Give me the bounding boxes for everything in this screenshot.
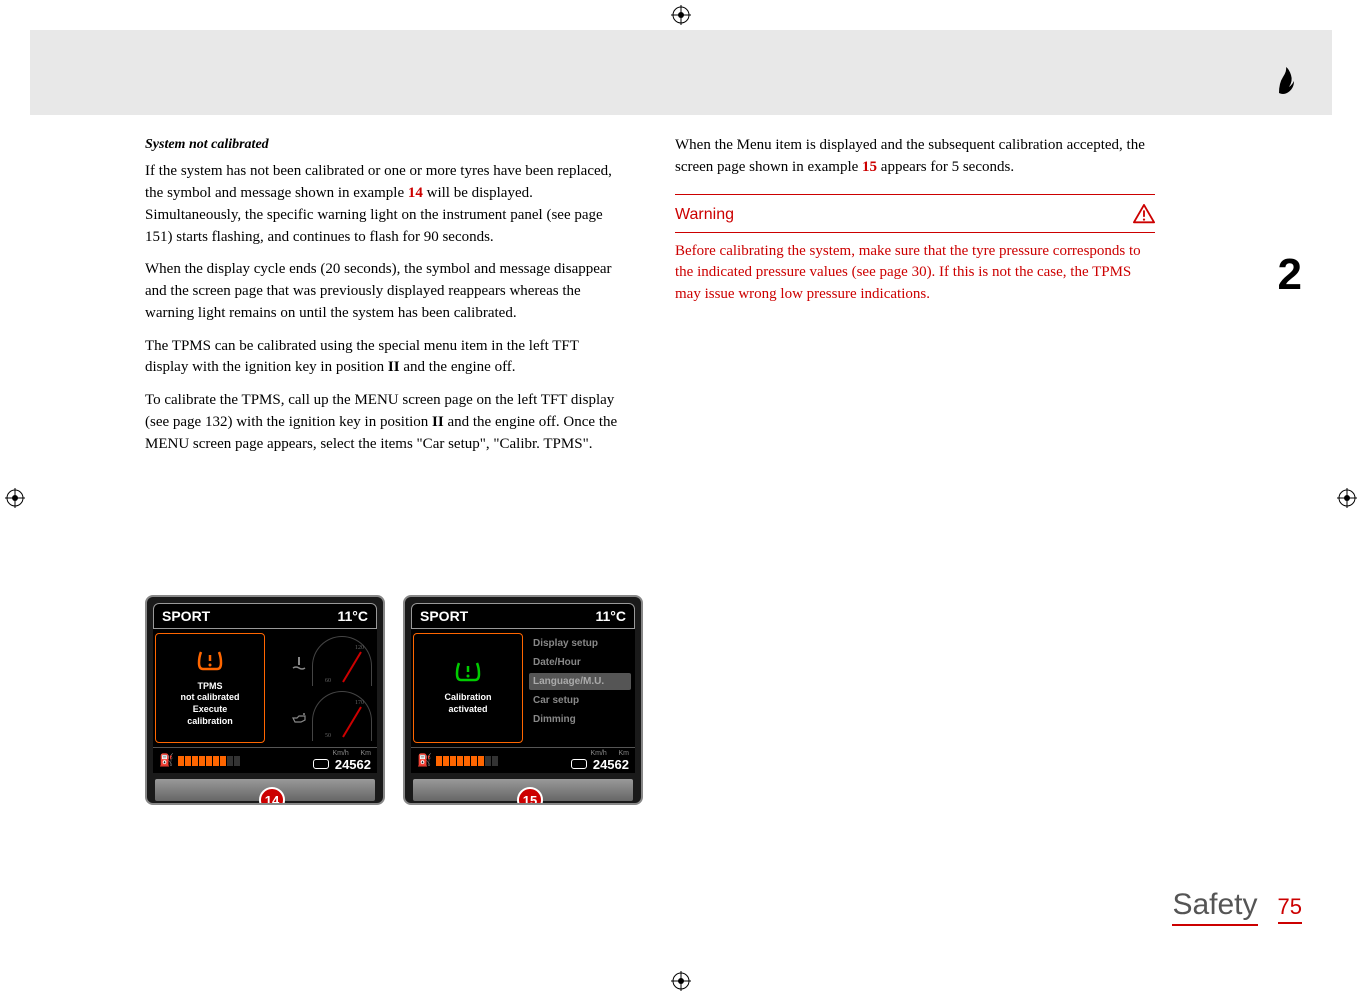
calibration-msg-line: activated [444,704,491,716]
odometer-icon [571,759,587,769]
kmh-label: Km/h [332,750,348,757]
page-footer: Safety 75 [1172,888,1302,926]
menu-item: Dimming [529,711,631,728]
km-label: Km [619,750,630,757]
key-position: II [432,414,444,430]
example-ref: 15 [862,159,877,175]
temperature-label: 11°C [337,608,368,624]
text: appears for 5 seconds. [877,159,1014,175]
temperature-label: 11°C [595,608,626,624]
tpms-msg-line: Execute [180,704,239,716]
paragraph: When the display cycle ends (20 seconds)… [145,259,625,324]
menu-item: Date/Hour [529,654,631,671]
tpms-warning-icon [197,649,223,677]
warning-text: Before calibrating the system, make sure… [675,241,1155,306]
tft-display-examples: SPORT 11°C TPMS not calibrated Execute c… [145,595,643,805]
footer-section-name: Safety [1172,888,1257,926]
text: If the system has not been calibrated or… [145,163,612,201]
settings-menu: Display setup Date/Hour Language/M.U. Ca… [525,631,635,732]
svg-text:50: 50 [325,733,331,739]
calibration-panel: Calibration activated [413,633,523,743]
paragraph: If the system has not been calibrated or… [145,161,625,248]
menu-item: Car setup [529,692,631,709]
odometer-icon [313,759,329,769]
tpms-msg-line: calibration [180,716,239,728]
svg-text:120: 120 [355,645,364,651]
crop-mark-icon [671,5,691,25]
drive-mode-label: SPORT [162,608,210,624]
coolant-icon [291,655,307,676]
oil-icon [291,710,307,731]
tpms-warning-panel: TPMS not calibrated Execute calibration [155,633,265,743]
page-header-band [30,30,1332,115]
warning-label: Warning [675,203,734,226]
warning-callout: Warning Before calibrating the system, m… [675,194,1155,306]
tpms-ok-icon [455,660,481,688]
section-heading: System not calibrated [145,135,625,155]
paragraph: The TPMS can be calibrated using the spe… [145,336,625,380]
odometer-value: 24562 [335,757,371,772]
crop-mark-icon [1337,488,1357,508]
menu-item: Display setup [529,635,631,652]
ferrari-logo-icon [1275,65,1297,95]
paragraph: To calibrate the TPMS, call up the MENU … [145,390,625,455]
crop-mark-icon [671,971,691,991]
example-ref: 14 [408,185,423,201]
paragraph: When the Menu item is displayed and the … [675,135,1155,179]
menu-item-selected: Language/M.U. [529,673,631,690]
drive-mode-label: SPORT [420,608,468,624]
svg-text:170: 170 [355,700,364,706]
fuel-pump-icon: ⛽ [417,753,432,768]
oil-temp-gauge: 50 170 [312,691,372,741]
fuel-gauge-bar [178,756,240,766]
text: and the engine off. [400,359,516,375]
tft-display-14: SPORT 11°C TPMS not calibrated Execute c… [145,595,385,805]
coolant-temp-gauge: 60 120 [312,636,372,686]
odometer-value: 24562 [593,757,629,772]
tft-display-15: SPORT 11°C Calibration activated Display… [403,595,643,805]
fuel-pump-icon: ⛽ [159,753,174,768]
chapter-number: 2 [1278,250,1302,300]
tpms-msg-line: TPMS [180,681,239,693]
km-label: Km [361,750,372,757]
content-columns: System not calibrated If the system has … [145,135,1155,466]
calibration-msg-line: Calibration [444,692,491,704]
tpms-msg-line: not calibrated [180,692,239,704]
warning-triangle-icon [1133,204,1155,224]
kmh-label: Km/h [590,750,606,757]
crop-mark-icon [5,488,25,508]
fuel-gauge-bar [436,756,498,766]
key-position: II [388,359,400,375]
footer-page-number: 75 [1278,894,1302,924]
svg-text:60: 60 [325,678,331,684]
